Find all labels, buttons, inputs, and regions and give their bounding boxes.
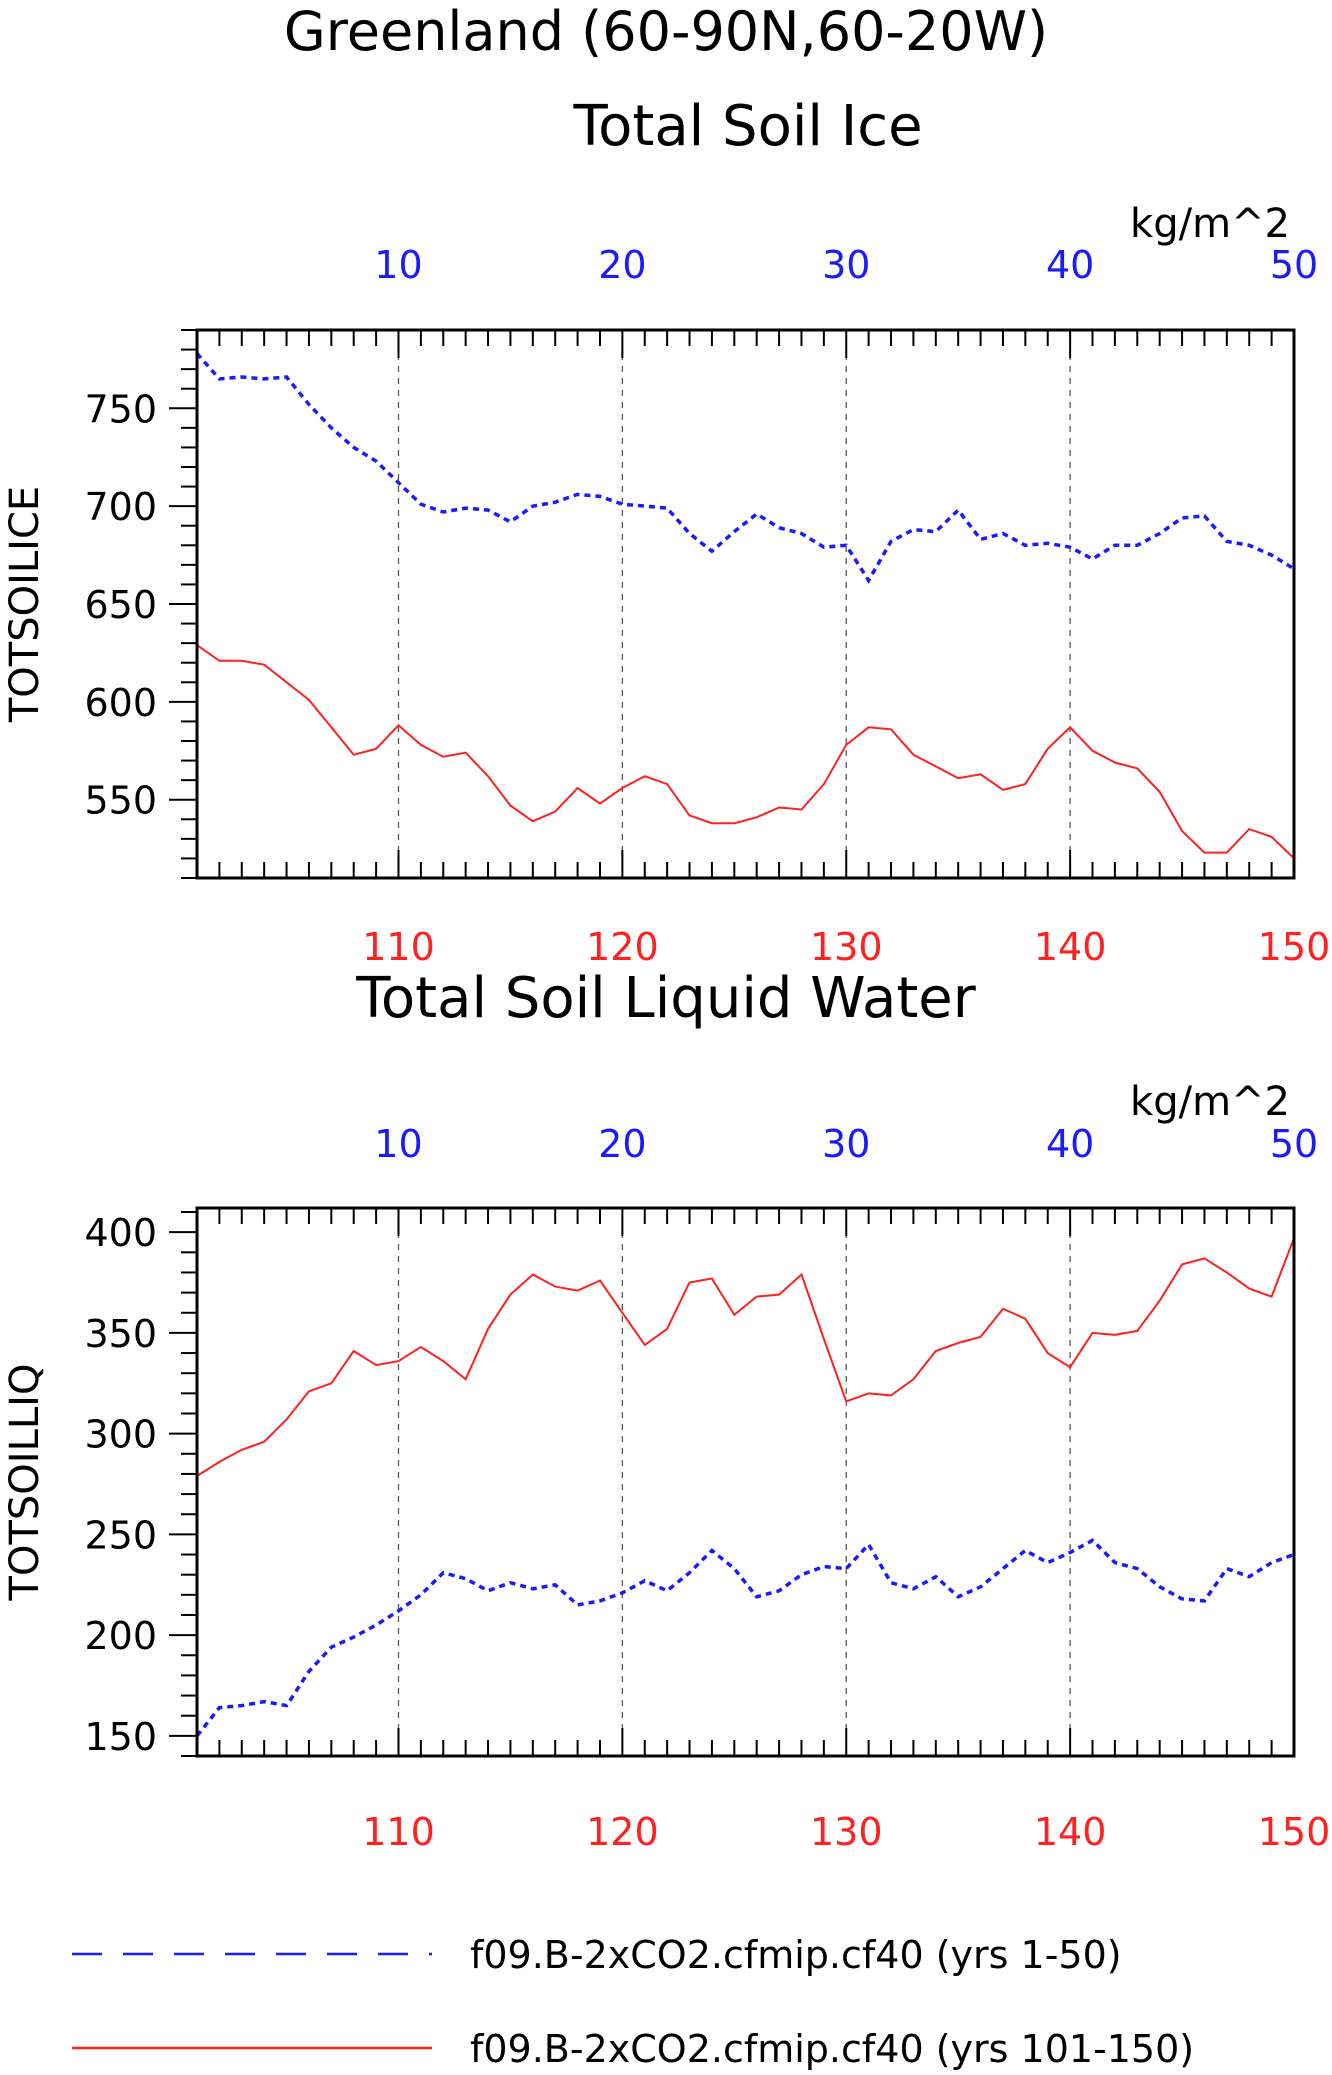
figure-title: Greenland (60-90N,60-20W): [284, 0, 1048, 63]
y-tick-label: 300: [84, 1413, 157, 1457]
bottom-tick-label: 140: [1034, 1810, 1107, 1854]
bottom-tick-label: 130: [810, 1810, 883, 1854]
top-tick-label: 50: [1270, 243, 1318, 287]
top-tick-label: 10: [374, 243, 422, 287]
bottom-tick-label: 110: [362, 925, 435, 969]
top-tick-label: 50: [1270, 1122, 1318, 1166]
top-tick-label: 30: [822, 243, 870, 287]
top-tick-label: 10: [374, 1122, 422, 1166]
y-tick-label: 200: [84, 1614, 157, 1658]
plot-frame: [195, 1206, 1296, 1758]
legend: f09.B-2xCO2.cfmip.cf40 (yrs 1-50) f09.B-2…: [72, 1933, 1194, 2071]
top-tick-label: 30: [822, 1122, 870, 1166]
legend-label-1: f09.B-2xCO2.cfmip.cf40 (yrs 1-50): [470, 1933, 1122, 1977]
top-tick-label: 40: [1046, 1122, 1094, 1166]
y-tick-label: 250: [84, 1513, 157, 1557]
charts-layer: Total Soil Ice kg/m^2 TOTSOILICE 550 600 650 7…: [2, 94, 1330, 1854]
bottom-tick-label: 120: [586, 925, 659, 969]
y-tick-label: 350: [84, 1312, 157, 1356]
y-tick-label: 150: [84, 1715, 157, 1759]
top-tick-label: 40: [1046, 243, 1094, 287]
plot-frame: [195, 328, 1296, 880]
y-tick-label: 750: [84, 387, 157, 431]
y-tick-label: 700: [84, 485, 157, 529]
y-tick-label: 400: [84, 1211, 157, 1255]
chart-title: Total Soil Ice: [572, 94, 922, 159]
chart-panel-2: Total Soil Liquid Water kg/m^2 TOTSOILLIQ 1…: [2, 966, 1330, 1854]
series-line-yrs-1-50: [195, 1538, 1295, 1737]
chart-title: Total Soil Liquid Water: [355, 966, 977, 1031]
y-axis-label: TOTSOILLIQ: [2, 1364, 48, 1602]
bottom-tick-label: 150: [1258, 925, 1331, 969]
top-tick-label: 20: [598, 1122, 646, 1166]
bottom-tick-label: 130: [810, 925, 883, 969]
y-tick-label: 550: [84, 779, 157, 823]
chart-panel-1: Total Soil Ice kg/m^2 TOTSOILICE 550 600 650 7…: [2, 94, 1330, 969]
units-label: kg/m^2: [1130, 201, 1290, 247]
series-line-yrs-101-150: [196, 1237, 1295, 1477]
bottom-tick-label: 140: [1034, 925, 1107, 969]
series-line-yrs-1-50: [195, 352, 1295, 584]
series-line-yrs-101-150: [196, 644, 1295, 860]
bottom-tick-label: 110: [362, 1810, 435, 1854]
units-label: kg/m^2: [1130, 1079, 1290, 1125]
y-axis-label: TOTSOILICE: [2, 486, 48, 723]
y-tick-label: 650: [84, 583, 157, 627]
y-tick-label: 600: [84, 681, 157, 725]
legend-label-2: f09.B-2xCO2.cfmip.cf40 (yrs 101-150): [470, 2027, 1194, 2071]
bottom-tick-label: 150: [1258, 1810, 1331, 1854]
top-tick-label: 20: [598, 243, 646, 287]
bottom-tick-label: 120: [586, 1810, 659, 1854]
